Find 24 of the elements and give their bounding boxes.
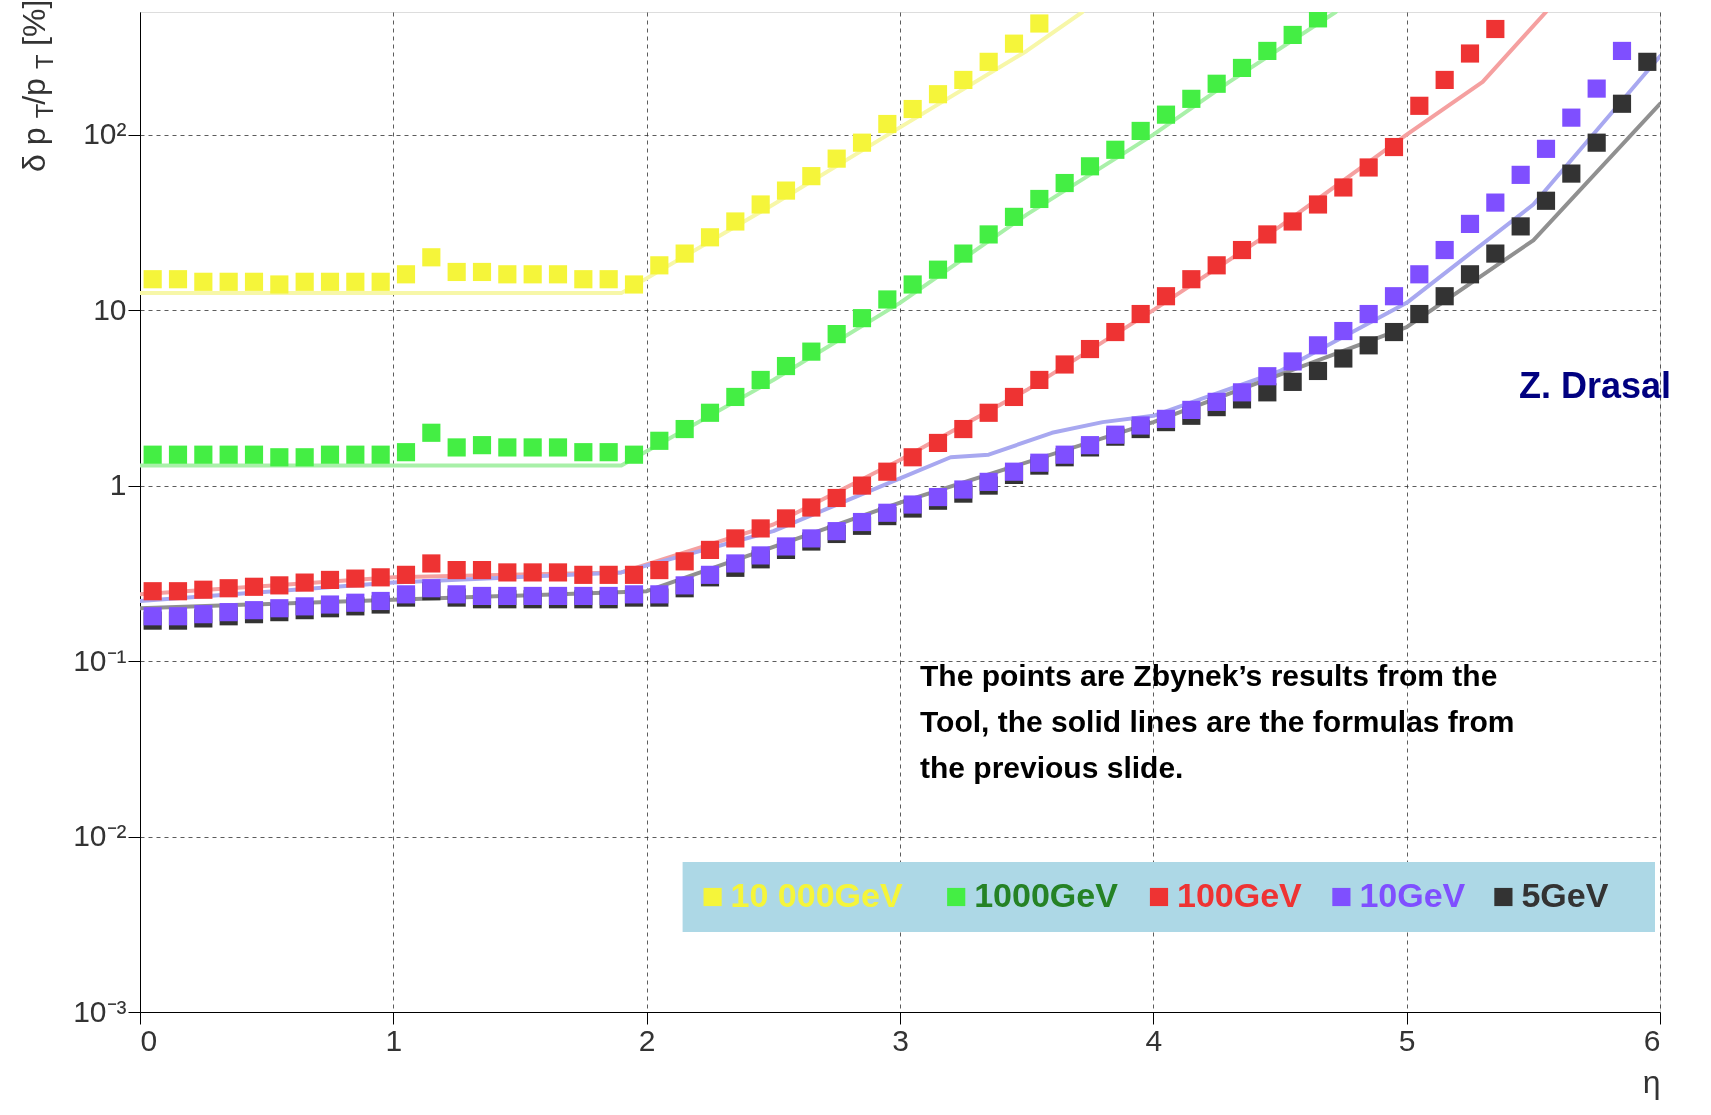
y-tick-label: 10² [83,117,127,151]
legend-label: 1000GeV [974,876,1119,914]
y-tick-label: 10⁻² [73,819,127,853]
x-tick-label: 0 [140,1023,158,1057]
legend-label: 5GeV [1521,876,1609,914]
x-tick-label: 6 [1643,1023,1661,1057]
x-tick-label: 5 [1398,1023,1416,1057]
legend-label: 100GeV [1177,876,1303,914]
x-tick-label: 2 [638,1023,656,1057]
y-tick-label: 10⁻³ [73,994,127,1028]
annotation: The points are Zbynek’s results from the Tool, the solid lines are the formulas from the previous slide. [920,659,1515,784]
y-tick-label: 1 [109,468,127,502]
line-series [140,12,1338,468]
x-tick-label: 3 [892,1023,909,1057]
line-series [140,12,1085,296]
y-axis-title: δ pT/pT [%] [16,0,58,172]
legend-label: 10 000GeV [730,876,903,914]
x-axis-title: η [1642,1063,1661,1100]
x-tick-label: 4 [1145,1023,1163,1057]
y-tick-label: 10 [93,292,127,326]
y-tick-label: 10⁻¹ [73,643,127,677]
annotation: Z. Drasal [1518,365,1672,406]
x-tick-label: 1 [385,1023,403,1057]
legend-label: 10GeV [1359,876,1466,914]
